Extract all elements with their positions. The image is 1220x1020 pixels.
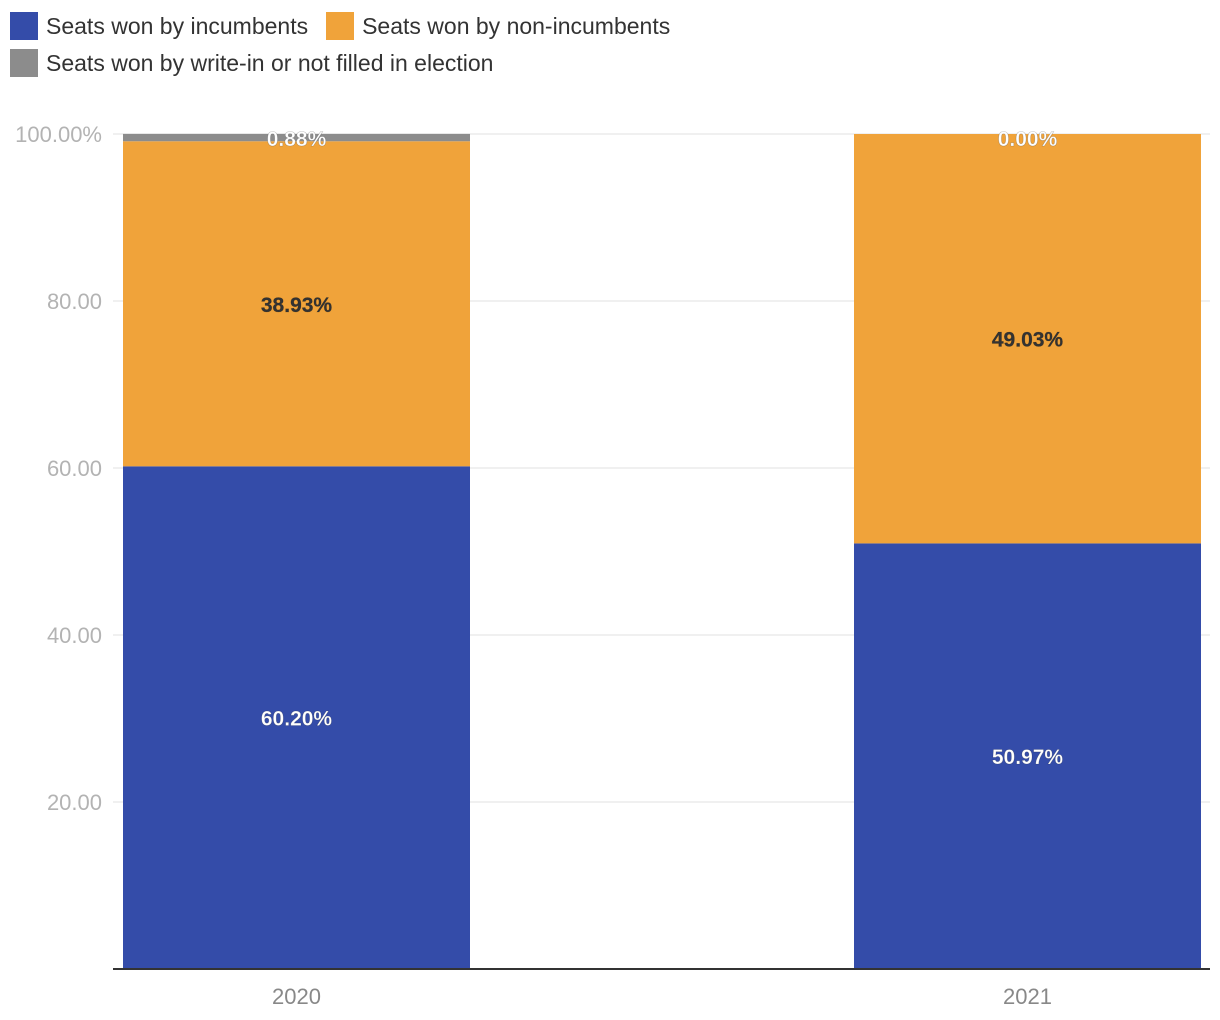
legend: Seats won by incumbents Seats won by non…	[10, 10, 1190, 84]
data-label-non-incumbents-2021: 49.03%	[992, 329, 1064, 352]
legend-row-2: Seats won by write-in or not filled in e…	[10, 47, 1190, 79]
legend-label-incumbents: Seats won by incumbents	[46, 12, 309, 39]
legend-label-non-incumbents: Seats won by non-incumbents	[362, 12, 671, 39]
data-label-incumbents-2020: 60.20%	[261, 708, 333, 731]
legend-item-non-incumbents: Seats won by non-incumbents	[326, 12, 670, 40]
y-tick-label: 20.00	[47, 790, 102, 815]
bar-write-in-2020	[123, 133, 470, 142]
legend-row-1: Seats won by incumbents Seats won by non…	[10, 10, 1190, 42]
data-label-write-in-2021: 0.00%	[998, 128, 1058, 151]
y-tick-label: 60.00	[47, 456, 102, 481]
bar-non-incumbents-2021	[854, 134, 1201, 544]
y-tick-label: 80.00	[47, 289, 102, 314]
bar-incumbents-2021	[854, 543, 1201, 969]
bar-non-incumbents-2020	[123, 141, 470, 467]
x-tick-label-2021: 2021	[1003, 984, 1052, 1009]
legend-swatch-incumbents	[10, 12, 38, 40]
legend-item-incumbents: Seats won by incumbents	[10, 12, 308, 40]
data-label-write-in-2020: 0.88%	[267, 128, 327, 151]
legend-label-write-in: Seats won by write-in or not filled in e…	[46, 49, 494, 76]
legend-swatch-write-in	[10, 49, 38, 77]
legend-swatch-non-incumbents	[326, 12, 355, 40]
legend-item-write-in: Seats won by write-in or not filled in e…	[10, 49, 493, 77]
data-label-non-incumbents-2020: 38.93%	[261, 294, 333, 317]
x-tick-label-2020: 2020	[272, 984, 321, 1009]
y-tick-label: 40.00	[47, 623, 102, 648]
data-label-incumbents-2021: 50.97%	[992, 746, 1064, 769]
bar-incumbents-2020	[123, 466, 470, 969]
y-tick-label: 100.00%	[15, 122, 102, 147]
